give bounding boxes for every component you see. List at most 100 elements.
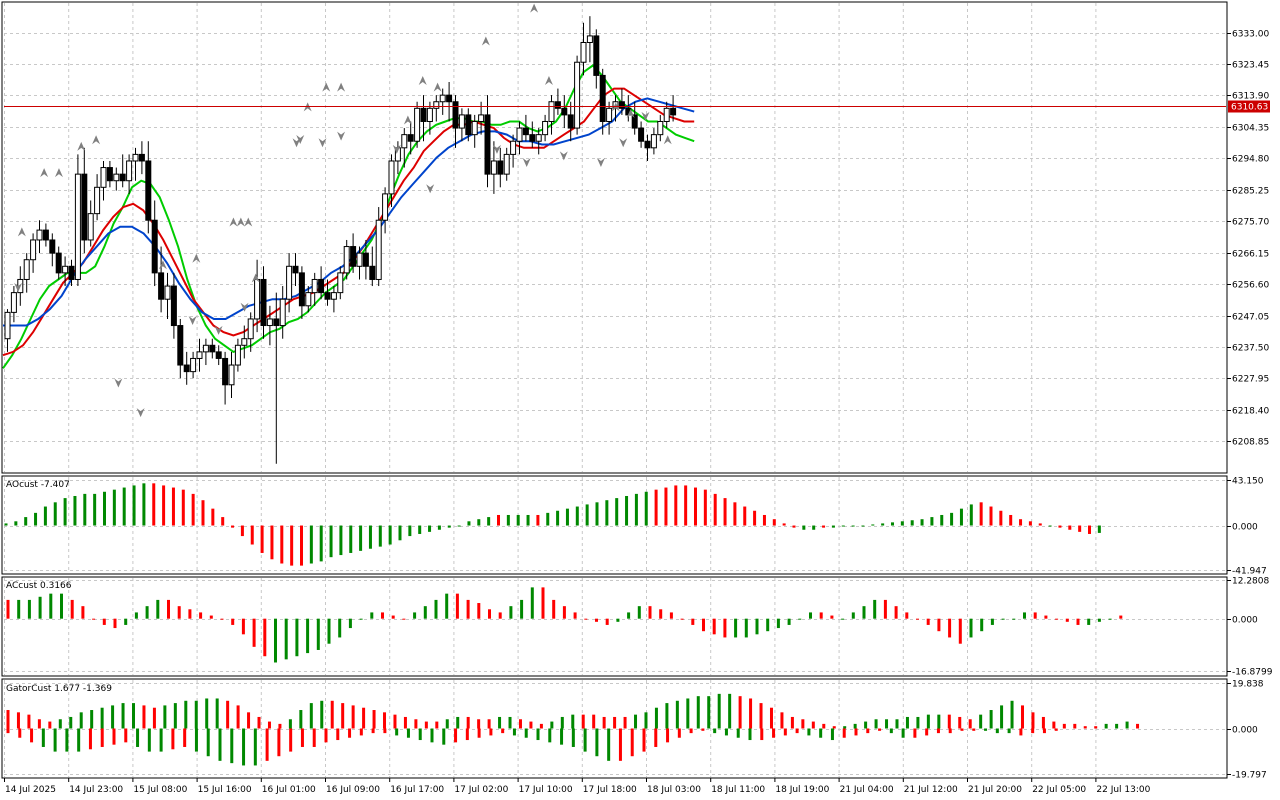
price-tick-label: 6294.80 (1232, 155, 1269, 165)
ac-pane[interactable]: 12.2808 0.000 -16.8799 ACcust 0.3166 (1, 576, 1273, 678)
gator-upper-bar (299, 710, 303, 729)
gator-upper-bar (759, 703, 763, 729)
histogram-bar (241, 618, 245, 635)
gator-upper-bar (1041, 716, 1045, 729)
fractal-down-marker (318, 138, 327, 148)
histogram-bar (830, 615, 834, 619)
candle-body-bull (580, 41, 587, 63)
axis-tick-label: 0.000 (1232, 616, 1258, 626)
candle-body-bear (260, 278, 267, 327)
histogram-bar (812, 525, 816, 530)
candle-body-bear (292, 265, 299, 274)
gator-lower-bar (88, 728, 92, 750)
gator-lower-bar (984, 728, 988, 731)
histogram-bar (370, 612, 374, 619)
histogram-bar (723, 618, 727, 638)
candle-body-bull (164, 285, 171, 300)
gator-upper-bar (37, 719, 41, 729)
histogram-bar (199, 612, 203, 619)
gator-lower-bar (454, 728, 458, 743)
gator-lower-bar (277, 728, 281, 757)
histogram-bar (211, 508, 215, 526)
price-pane[interactable]: 6310.63 6333.00 6323.45 6313.90 6304.35 6294… (1, 1, 1270, 474)
ma-blue-line (3, 97, 695, 327)
fractal-up-marker (663, 135, 672, 145)
histogram-bar (616, 618, 620, 622)
candle (260, 266, 267, 339)
candle (119, 154, 126, 188)
axis-tick-label: -16.8799 (1232, 668, 1273, 678)
gator-upper-bar (330, 700, 334, 729)
candle-body-bear (42, 229, 49, 241)
histogram-bar (487, 517, 491, 526)
gator-upper-bar (864, 721, 868, 729)
histogram-bar (920, 519, 924, 526)
candle (586, 16, 593, 63)
histogram-bar (240, 525, 244, 537)
histogram-bar (270, 525, 274, 560)
histogram-bar (772, 519, 776, 526)
gator-upper-bar (487, 719, 491, 729)
histogram-bar (762, 514, 766, 526)
gator-lower-bar (842, 728, 846, 738)
candle (132, 147, 139, 181)
candle (23, 253, 30, 293)
gator-lower-bar (1019, 728, 1023, 736)
time-axis: 14 Jul 2025 14 Jul 23:00 15 Jul 08:00 15 Ju… (4, 778, 1151, 795)
candle (631, 101, 638, 135)
gator-axis: 19.838 0.000 -19.797 (1227, 680, 1267, 781)
histogram-bar (948, 618, 952, 638)
gator-upper-bar (90, 710, 94, 729)
candle-body-bull (241, 338, 248, 346)
histogram-bar (1088, 525, 1091, 534)
candle (414, 101, 421, 148)
price-tick-label: 6218.40 (1232, 407, 1269, 417)
histogram-bar (152, 483, 156, 526)
candle-body-bull (305, 292, 312, 307)
histogram-bar (402, 618, 406, 620)
ac-grid (4, 578, 1226, 675)
candle (330, 286, 337, 313)
gator-lower-bar (524, 728, 528, 738)
price-pane-frame (1, 1, 1228, 474)
histogram-bar (873, 599, 877, 619)
candle (273, 292, 280, 464)
candle-body-bear (119, 173, 126, 182)
gator-lower-bar (218, 728, 222, 761)
fractal-up-marker (481, 36, 490, 46)
gator-upper-bar (16, 712, 20, 729)
histogram-bar (694, 487, 697, 526)
candle-body-bear (484, 114, 491, 175)
histogram-bar (980, 618, 984, 632)
histogram-bar (573, 612, 577, 619)
gator-upper-bar (247, 712, 251, 729)
histogram-bar (809, 612, 812, 619)
gator-upper-bar (843, 726, 847, 729)
histogram-bar (280, 525, 284, 564)
fractal-down-marker (214, 325, 223, 335)
candle (126, 154, 133, 194)
histogram-bar (713, 493, 717, 526)
ao-label: AOcust -7.407 (6, 480, 70, 490)
gator-lower-bar (265, 728, 269, 761)
histogram-bar (526, 514, 530, 526)
histogram-bar (381, 612, 384, 619)
fractal-down-marker (188, 315, 197, 325)
gator-upper-bar (581, 714, 585, 729)
histogram-bar (388, 525, 392, 545)
histogram-bar (894, 606, 898, 619)
gator-upper-bar (1062, 723, 1066, 729)
candle (382, 187, 389, 234)
gator-lower-bar (901, 728, 905, 738)
ao-pane[interactable]: 43.150 0.000 -41.947 AOcust -7.407 (1, 475, 1267, 577)
candle-body-bear (593, 35, 600, 76)
gator-lower-bar (807, 728, 811, 736)
histogram-bar (541, 587, 545, 619)
candle-body-bull (650, 134, 657, 149)
candle-body-bear (106, 167, 113, 182)
gator-lower-bar (724, 728, 728, 736)
histogram-bar (905, 612, 909, 619)
gator-pane[interactable]: 19.838 0.000 -19.797 GatorCust 1.677 -1.36… (1, 678, 1267, 781)
candle (574, 55, 581, 135)
